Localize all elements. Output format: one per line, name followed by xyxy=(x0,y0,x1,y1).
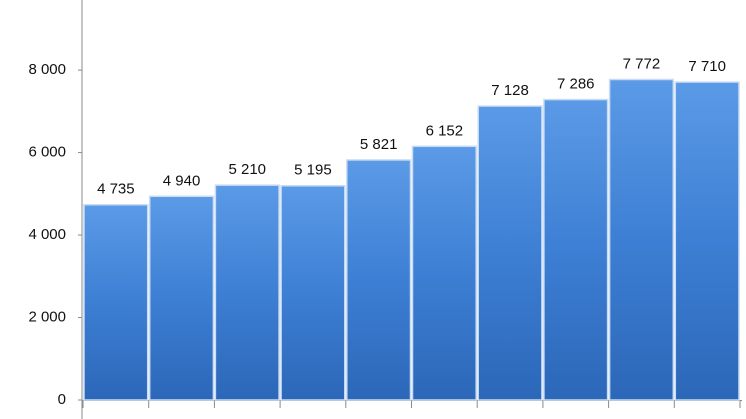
bar xyxy=(543,98,609,401)
bar xyxy=(477,105,543,401)
y-tick-label: 4 000 xyxy=(28,226,66,243)
value-label: 7 286 xyxy=(557,76,595,93)
value-label: 7 710 xyxy=(688,58,726,75)
bar xyxy=(214,184,280,401)
bar xyxy=(346,159,412,401)
y-tick-label: 6 000 xyxy=(28,144,66,161)
value-label: 5 195 xyxy=(294,162,332,179)
bar xyxy=(608,78,675,401)
y-tick-label: 0 xyxy=(58,391,66,408)
y-tick-label: 2 000 xyxy=(28,308,66,325)
y-tick-label: 8 000 xyxy=(28,61,66,78)
bar xyxy=(280,185,346,401)
value-label: 4 735 xyxy=(97,181,135,198)
bar xyxy=(674,81,740,401)
bar xyxy=(83,203,149,401)
value-label: 6 152 xyxy=(426,122,464,139)
value-label: 4 940 xyxy=(163,172,201,189)
value-label: 7 772 xyxy=(623,55,661,72)
value-label: 5 210 xyxy=(228,161,266,178)
value-label: 5 821 xyxy=(360,136,398,153)
bar xyxy=(148,195,215,401)
bar xyxy=(411,145,477,401)
value-label: 7 128 xyxy=(491,82,529,99)
